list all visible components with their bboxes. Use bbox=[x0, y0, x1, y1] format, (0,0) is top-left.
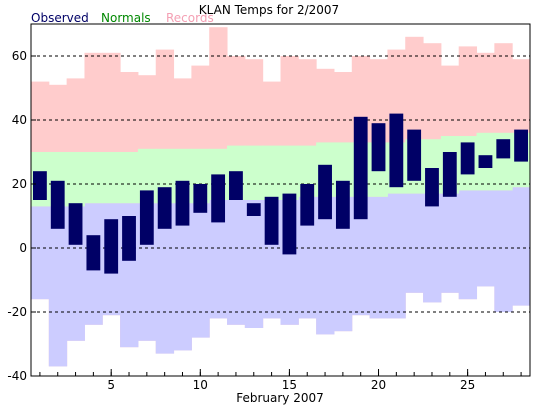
plot-area: -40 -20 0 20 40 60 5 10 15 20 25 bbox=[7, 23, 531, 392]
x-tick-label-5: 5 bbox=[107, 378, 115, 392]
normal-band-day-5 bbox=[102, 152, 121, 204]
low-band-day-21 bbox=[387, 193, 406, 319]
y-tick-label--20: -20 bbox=[7, 305, 27, 319]
observed-bar-day-3 bbox=[68, 203, 83, 245]
low-band-day-9 bbox=[173, 203, 192, 351]
observed-bar-day-22 bbox=[407, 129, 422, 181]
plot-frame bbox=[30, 23, 531, 377]
observed-bar-day-19 bbox=[353, 116, 368, 220]
low-band-day-16 bbox=[298, 196, 317, 319]
observed-bar-day-6 bbox=[122, 216, 136, 261]
normal-band-day-7 bbox=[137, 148, 157, 204]
x-tick-label-25: 25 bbox=[460, 378, 475, 392]
observed-bar-day-2 bbox=[50, 180, 65, 229]
observed-bar-day-21 bbox=[389, 113, 404, 188]
observed-bar-day-23 bbox=[425, 168, 439, 207]
observed-bar-day-20 bbox=[371, 123, 386, 172]
observed-bar-day-8 bbox=[157, 187, 172, 229]
y-tick-label--40: -40 bbox=[7, 369, 27, 383]
observed-bar-day-25 bbox=[460, 142, 475, 175]
normal-band-day-14 bbox=[262, 145, 281, 200]
x-tick-label-20: 20 bbox=[371, 378, 386, 392]
low-band-day-11 bbox=[209, 200, 228, 319]
y-tick-label-40: 40 bbox=[12, 113, 27, 127]
normal-band-day-3 bbox=[66, 152, 85, 207]
legend-normals: Normals bbox=[101, 11, 151, 25]
observed-bar-day-24 bbox=[442, 152, 457, 197]
observed-bar-day-28 bbox=[514, 129, 528, 162]
normal-band-day-13 bbox=[244, 145, 264, 200]
low-band-day-18 bbox=[333, 196, 353, 332]
y-tick-label-0: 0 bbox=[19, 241, 27, 255]
chart-title: KLAN Temps for 2/2007 bbox=[199, 3, 339, 17]
observed-bar-day-10 bbox=[193, 184, 208, 213]
low-band-day-8 bbox=[155, 203, 175, 354]
low-band-day-23 bbox=[423, 193, 442, 303]
low-band-day-20 bbox=[369, 196, 388, 319]
low-band-day-12 bbox=[227, 200, 246, 325]
observed-bar-day-13 bbox=[246, 203, 261, 216]
low-band-day-26 bbox=[476, 190, 495, 287]
observed-bar-day-17 bbox=[318, 164, 332, 220]
low-band-day-25 bbox=[458, 190, 478, 300]
low-band-day-24 bbox=[440, 193, 460, 293]
observed-bar-day-27 bbox=[496, 139, 511, 159]
low-band-day-1 bbox=[31, 206, 50, 300]
low-band-day-19 bbox=[351, 196, 371, 316]
legend-records: Records bbox=[166, 11, 214, 25]
legend: Observed Normals Records bbox=[31, 11, 214, 25]
low-band-day-22 bbox=[405, 193, 424, 293]
low-band-day-13 bbox=[244, 200, 264, 328]
observed-bar-day-1 bbox=[33, 171, 47, 200]
observed-bar-day-12 bbox=[229, 171, 243, 200]
legend-observed: Observed bbox=[31, 11, 89, 25]
x-tick-label-15: 15 bbox=[282, 378, 297, 392]
x-tick-label-10: 10 bbox=[193, 378, 208, 392]
normal-band-day-6 bbox=[120, 152, 139, 204]
observed-bar-day-16 bbox=[300, 184, 315, 226]
low-band-day-28 bbox=[512, 187, 531, 306]
observed-bar-day-15 bbox=[282, 193, 297, 255]
low-band-day-17 bbox=[316, 196, 335, 335]
observed-bar-day-5 bbox=[104, 219, 119, 274]
observed-bar-day-9 bbox=[175, 180, 190, 226]
low-band-day-27 bbox=[494, 190, 513, 312]
low-band-day-10 bbox=[191, 203, 210, 338]
observed-bar-day-11 bbox=[211, 174, 226, 223]
observed-bar-day-14 bbox=[264, 196, 279, 245]
normal-band-day-15 bbox=[280, 145, 299, 200]
observed-bar-day-4 bbox=[86, 235, 101, 271]
y-tick-label-60: 60 bbox=[12, 49, 27, 63]
y-tick-label-20: 20 bbox=[12, 177, 27, 191]
normal-band-day-4 bbox=[84, 152, 103, 204]
x-axis-label: February 2007 bbox=[236, 391, 324, 405]
observed-bar-day-18 bbox=[335, 180, 350, 229]
low-band-day-2 bbox=[48, 206, 68, 367]
observed-bar-day-26 bbox=[478, 155, 493, 168]
observed-bar-day-7 bbox=[139, 190, 154, 245]
